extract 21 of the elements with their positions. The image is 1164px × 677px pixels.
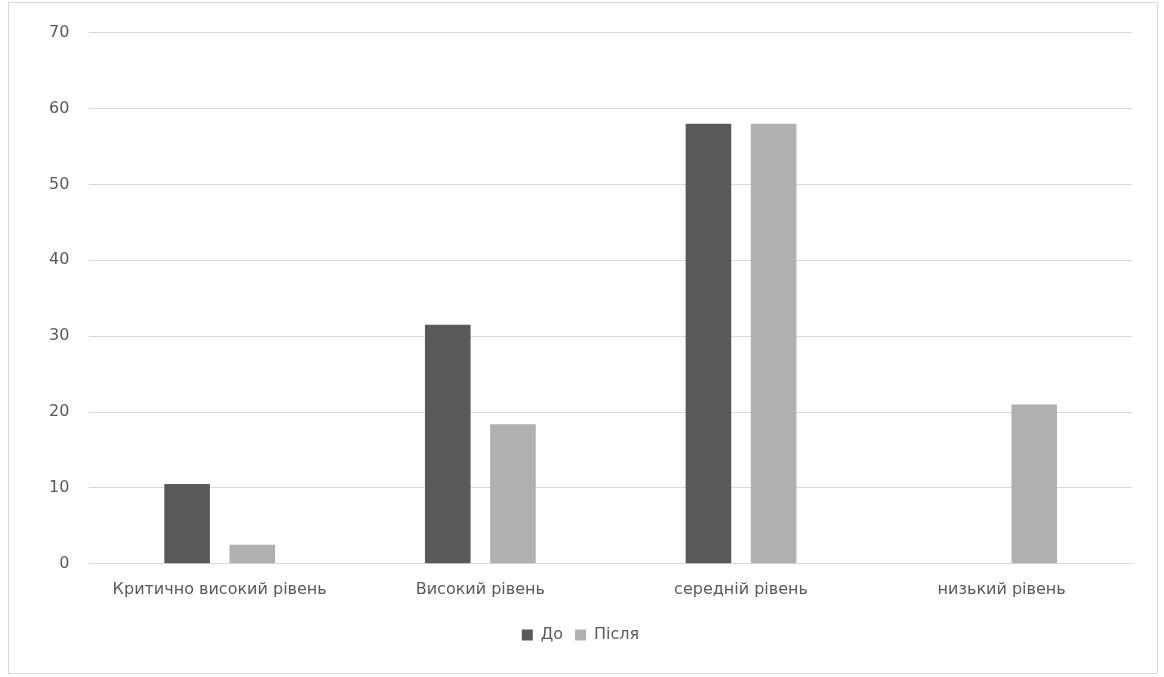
y-tick-label: 50 — [49, 173, 70, 193]
bar — [229, 544, 276, 564]
y-tick-label: 30 — [49, 325, 70, 345]
y-tick-label: 60 — [49, 97, 70, 117]
y-tick-label: 20 — [49, 401, 70, 421]
y-tick-label: 10 — [49, 477, 70, 497]
bar — [750, 123, 797, 564]
y-tick-label: 0 — [59, 552, 70, 572]
bar — [490, 424, 536, 564]
bar — [164, 484, 210, 564]
x-tick-label: низький рівень — [937, 578, 1066, 598]
legend-label: До — [540, 624, 564, 644]
y-tick-label: 70 — [49, 21, 70, 41]
x-tick-label: Критично високий рівень — [112, 578, 327, 598]
x-tick-label: середній рівень — [674, 578, 808, 598]
x-tick-label: Високий рівень — [415, 578, 545, 598]
legend-label: Після — [594, 624, 640, 644]
y-tick-label: 40 — [49, 249, 70, 269]
bar — [424, 324, 471, 564]
bar — [685, 123, 732, 564]
bar — [1011, 404, 1058, 564]
